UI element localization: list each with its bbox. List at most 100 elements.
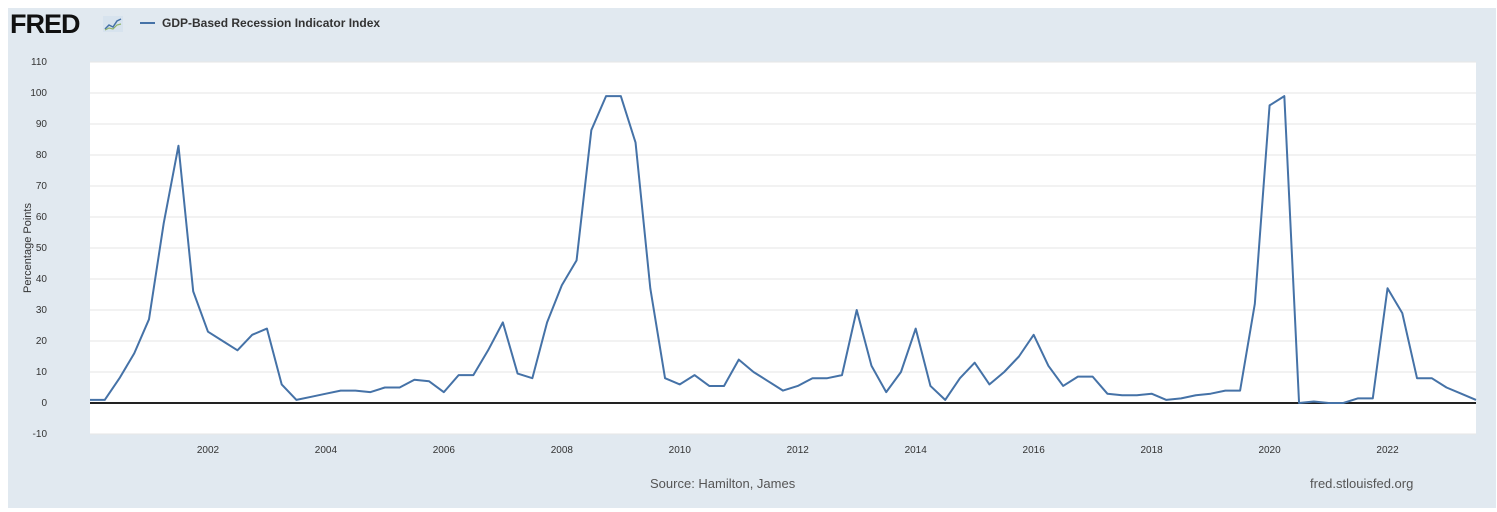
data-point: [1239, 389, 1242, 392]
site-credit[interactable]: fred.stlouisfed.org: [1310, 476, 1414, 491]
data-point: [1150, 392, 1153, 395]
y-tick-label: -10: [33, 429, 48, 440]
y-tick-label: 20: [36, 336, 48, 347]
data-point: [885, 391, 888, 394]
data-point: [457, 374, 460, 377]
chart-legend[interactable]: GDP-Based Recession Indicator Index: [140, 16, 380, 30]
data-point: [236, 349, 239, 352]
data-point: [1076, 375, 1079, 378]
source-note: Source: Hamilton, James: [650, 476, 796, 491]
data-point: [1386, 287, 1389, 290]
data-point: [369, 391, 372, 394]
x-tick-label: 2016: [1023, 445, 1046, 456]
data-point: [605, 95, 608, 98]
x-tick-label: 2002: [197, 445, 220, 456]
data-point: [487, 349, 490, 352]
data-point: [118, 377, 121, 380]
data-point: [1475, 398, 1478, 401]
x-tick-label: 2022: [1376, 445, 1399, 456]
data-point: [840, 374, 843, 377]
data-point: [1401, 312, 1404, 315]
data-point: [973, 361, 976, 364]
data-point: [782, 389, 785, 392]
data-point: [752, 371, 755, 374]
data-point: [767, 380, 770, 383]
x-tick-label: 2006: [433, 445, 456, 456]
data-point: [634, 141, 637, 144]
data-point: [1327, 402, 1330, 405]
data-point: [693, 374, 696, 377]
data-point: [1283, 95, 1286, 98]
data-point: [1445, 386, 1448, 389]
data-point: [1121, 394, 1124, 397]
data-point: [678, 383, 681, 386]
data-point: [442, 391, 445, 394]
x-tick-label: 2018: [1140, 445, 1163, 456]
y-tick-label: 50: [36, 243, 48, 254]
x-tick-label: 2004: [315, 445, 338, 456]
data-point: [472, 374, 475, 377]
data-point: [1460, 392, 1463, 395]
data-point: [501, 321, 504, 324]
data-point: [398, 386, 401, 389]
data-point: [413, 378, 416, 381]
x-axis-ticks: 2002 2004 2006 2008 2010 2012 2014 2016 2018 2020…: [197, 445, 1399, 456]
data-point: [251, 333, 254, 336]
data-point: [177, 144, 180, 147]
data-point: [162, 222, 165, 225]
data-point: [560, 284, 563, 287]
data-point: [1165, 398, 1168, 401]
data-point: [383, 386, 386, 389]
data-point: [221, 340, 224, 343]
data-point: [1194, 394, 1197, 397]
data-point: [428, 380, 431, 383]
x-tick-label: 2012: [787, 445, 810, 456]
data-point: [1430, 377, 1433, 380]
y-tick-label: 90: [36, 119, 48, 130]
data-point: [339, 389, 342, 392]
data-point: [192, 290, 195, 293]
data-point: [280, 383, 283, 386]
data-point: [649, 287, 652, 290]
data-point: [929, 384, 932, 387]
data-point: [988, 383, 991, 386]
data-point: [1017, 355, 1020, 358]
data-point: [103, 398, 106, 401]
data-point: [944, 398, 947, 401]
data-point: [89, 398, 92, 401]
data-point: [811, 377, 814, 380]
y-tick-label: 30: [36, 305, 48, 316]
x-tick-label: 2020: [1258, 445, 1281, 456]
x-tick-label: 2008: [551, 445, 574, 456]
data-point: [664, 377, 667, 380]
data-point: [1003, 371, 1006, 374]
series-line[interactable]: [90, 95, 1477, 404]
legend-swatch: [140, 22, 155, 24]
data-point: [899, 371, 902, 374]
data-point: [1224, 389, 1227, 392]
data-point: [1371, 397, 1374, 400]
data-point: [265, 327, 268, 330]
data-point: [619, 95, 622, 98]
data-point: [1253, 302, 1256, 305]
data-point: [147, 318, 150, 321]
data-point: [1032, 333, 1035, 336]
y-tick-label: 80: [36, 150, 48, 161]
y-tick-label: 70: [36, 181, 48, 192]
y-tick-label: 110: [31, 57, 47, 68]
data-point: [708, 384, 711, 387]
fred-logo[interactable]: FRED: [10, 9, 80, 39]
data-point: [324, 392, 327, 395]
data-point: [796, 384, 799, 387]
data-point: [1298, 402, 1301, 405]
line-chart-icon: [103, 16, 123, 32]
y-tick-label: 60: [36, 212, 48, 223]
legend-label: GDP-Based Recession Indicator Index: [162, 16, 381, 30]
y-axis-ticks: -10 0 10 20 30 40 50 60 70 80 90 100 110: [30, 57, 47, 440]
data-point: [354, 389, 357, 392]
data-point: [590, 129, 593, 132]
data-point: [1209, 392, 1212, 395]
data-point: [1106, 392, 1109, 395]
data-point: [531, 377, 534, 380]
